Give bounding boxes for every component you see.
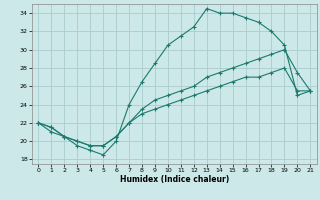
X-axis label: Humidex (Indice chaleur): Humidex (Indice chaleur) <box>120 175 229 184</box>
